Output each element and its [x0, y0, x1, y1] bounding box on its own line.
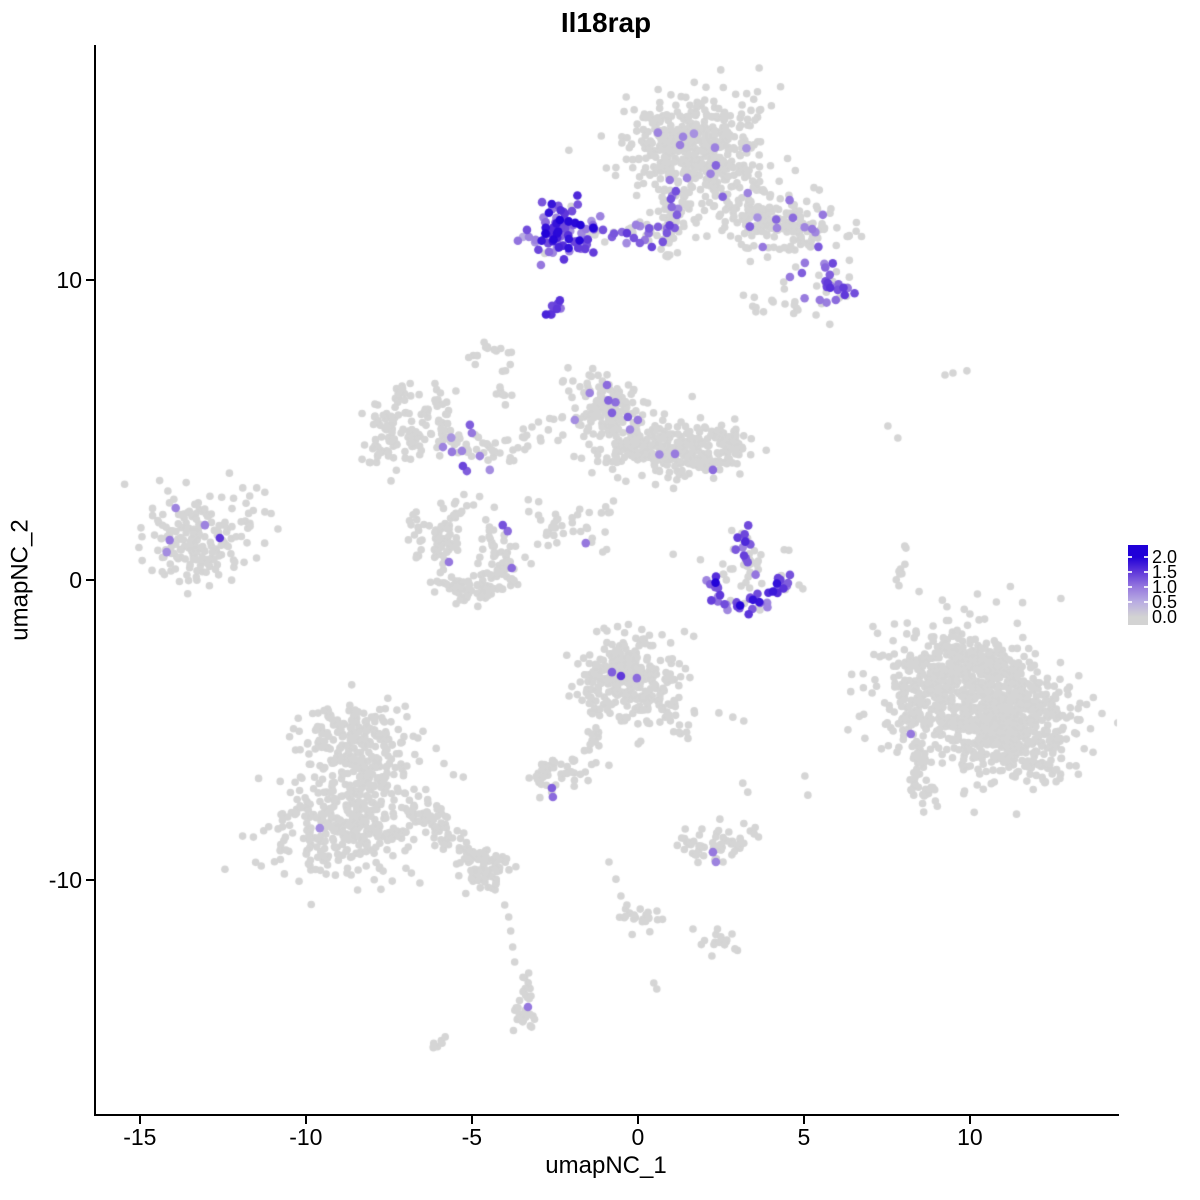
x-tick-mark: [304, 1116, 307, 1124]
y-tick-label: 10: [56, 266, 82, 293]
x-tick-mark: [802, 1116, 805, 1124]
x-tick-label: -5: [461, 1124, 483, 1150]
legend-tick-mark: [1128, 601, 1132, 603]
legend-tick-label: 1.5: [1152, 562, 1178, 582]
x-tick-mark: [138, 1116, 141, 1124]
legend-tick-label: 2.0: [1152, 547, 1178, 567]
legend-tick-mark: [1144, 586, 1148, 588]
y-tick-label: -10: [48, 867, 82, 894]
x-axis-line: [95, 1114, 1119, 1116]
x-tick-label: 0: [631, 1124, 645, 1150]
legend-tick-label: 1.0: [1152, 577, 1178, 597]
legend-colorbar: [1128, 545, 1148, 625]
y-tick-mark: [86, 879, 94, 882]
x-tick-mark: [636, 1116, 639, 1124]
legend-tick-label: 0.0: [1152, 607, 1178, 627]
legend-tick-mark: [1128, 556, 1132, 558]
y-axis-title: umapNC_2: [7, 519, 34, 641]
legend-tick-mark: [1144, 601, 1148, 603]
x-tick-mark: [968, 1116, 971, 1124]
x-tick-label: 10: [957, 1124, 983, 1150]
legend-tick-mark: [1144, 571, 1148, 573]
y-tick-mark: [86, 579, 94, 581]
x-tick-mark: [470, 1116, 473, 1124]
x-tick-label: 5: [797, 1124, 811, 1150]
plot-title: Il18rap: [560, 7, 652, 38]
x-tick-label: -10: [289, 1124, 323, 1150]
y-axis-line: [94, 45, 96, 1116]
legend-tick-mark: [1128, 571, 1132, 573]
x-tick-label: -15: [123, 1124, 157, 1150]
y-axis-title-box: umapNC_2: [4, 45, 38, 1115]
legend-tick-label: 0.5: [1152, 592, 1178, 612]
y-tick-mark: [86, 278, 94, 281]
legend-tick-mark: [1144, 556, 1148, 558]
x-axis-title: umapNC_1: [545, 1152, 667, 1179]
legend-tick-mark: [1128, 586, 1132, 588]
y-tick-label: 0: [69, 567, 82, 593]
